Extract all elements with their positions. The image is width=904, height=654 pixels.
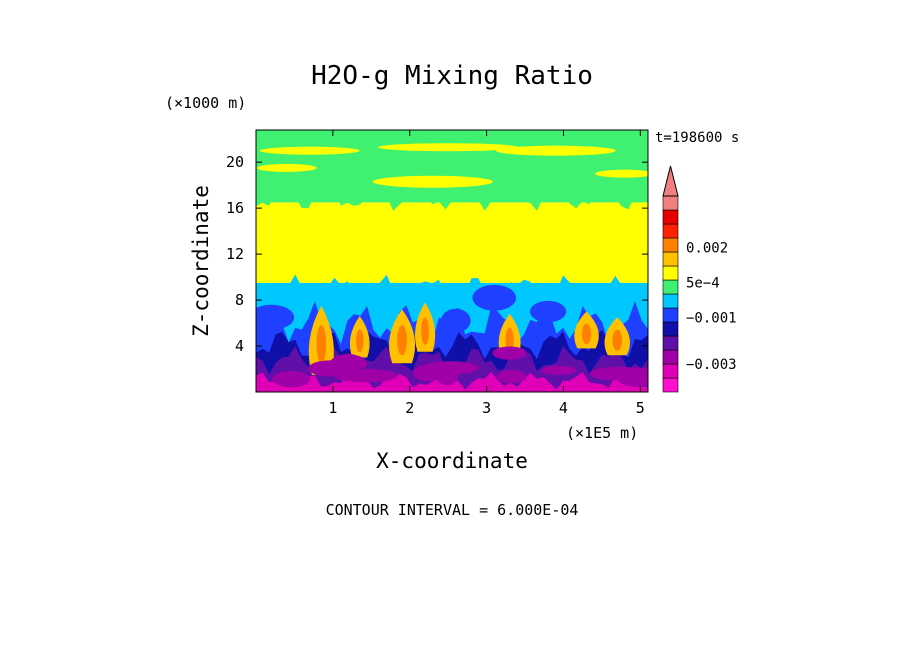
field-plume-core [612,329,623,351]
colorbar-swatch [662,237,679,253]
colorbar-label: 0.002 [686,240,728,256]
time-label: t=198600 s [655,130,739,146]
x-unit-label: (×1E5 m) [566,424,638,442]
y-tick-label: 4 [235,337,244,355]
colorbar-swatch [662,307,679,323]
colorbar-swatch [662,349,679,365]
colorbar-swatch [662,279,679,295]
colorbar-label: −0.001 [686,310,737,326]
field-plume-core [421,317,429,345]
y-unit-label: (×1000 m) [165,94,246,112]
field-blob [541,365,577,375]
colorbar-swatch [662,293,679,309]
colorbar-swatch [662,321,679,337]
field-band [256,202,648,283]
colorbar-swatch [662,335,679,351]
field-cloud [372,175,493,188]
colorbar-arrow [662,165,679,197]
chart-title: H2O-g Mixing Ratio [311,61,593,91]
field-pocket [256,304,295,330]
colorbar-swatch [662,265,679,281]
field-blob [334,368,398,383]
colorbar-swatch [662,363,679,379]
field-blob [496,369,527,384]
colorbar-label: 5e−4 [686,275,720,291]
colorbar-swatch [662,377,679,393]
field-cloud [259,146,360,155]
field-top-layer [256,130,648,140]
colorbar-swatch [662,251,679,267]
field-pocket [441,308,471,333]
field-plume-core [397,325,407,356]
x-tick-label: 5 [636,399,645,417]
field-cloud [256,163,317,172]
field-blob [492,346,527,360]
colorbar-swatch [662,209,679,225]
x-tick-label: 1 [328,399,337,417]
x-tick-label: 2 [405,399,414,417]
field-pocket [472,284,517,311]
contour-interval: CONTOUR INTERVAL = 6.000E-04 [326,501,579,519]
field-plume-core [581,323,592,345]
colorbar: 0.002 5e−4 −0.001 −0.003 [662,165,737,393]
x-tick-label: 4 [559,399,568,417]
colorbar-label: −0.003 [686,357,737,373]
y-tick-label: 16 [226,199,244,217]
field-cloud [495,145,616,156]
y-tick-label: 8 [235,291,244,309]
y-tick-label: 20 [226,153,244,171]
colorbar-swatch [662,195,679,211]
y-axis-title: Z-coordinate [189,185,213,337]
plot-frame [255,129,649,393]
x-axis: 1 2 3 4 5 [328,130,645,417]
y-axis: 4 8 12 16 20 [226,153,648,355]
field-blob [329,354,368,372]
x-axis-title: X-coordinate [376,449,528,473]
field-pocket [529,300,567,323]
y-tick-label: 12 [226,245,244,263]
x-tick-label: 3 [482,399,491,417]
field-blob [272,371,311,388]
field-plume-core [356,329,364,353]
field-plume-core [505,327,514,352]
contour-field [256,130,648,392]
colorbar-swatch [662,223,679,239]
field-plume-core [316,324,327,364]
field-blob [589,366,648,381]
field-cloud [378,143,519,152]
field-blob [413,364,444,382]
field-cloud [594,169,648,178]
